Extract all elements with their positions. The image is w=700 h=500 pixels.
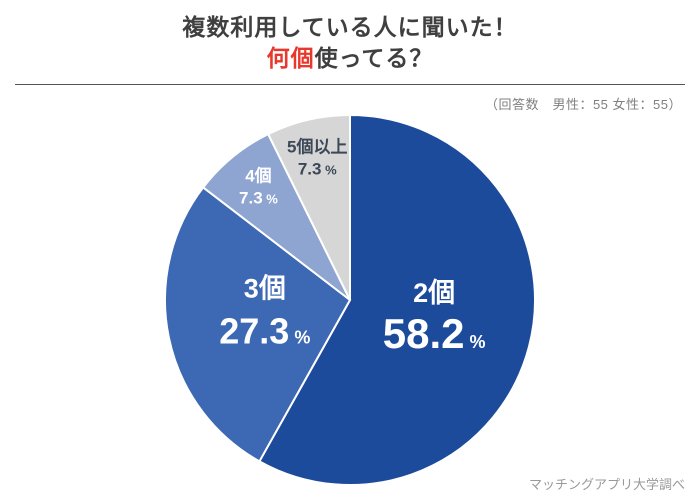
pie-slice-1 <box>164 185 352 463</box>
respondents-note: （回答数 男性：55 女性：55） <box>484 97 682 112</box>
pie-slice-label-1: 3個 27.3 % <box>219 273 310 351</box>
title-line2: 何個使ってる？ <box>0 43 700 74</box>
pie-slice-label-2: 4個 7.3 % <box>239 165 278 207</box>
divider-line <box>15 84 685 85</box>
pie-slice-3 <box>266 113 351 301</box>
title-line2-rest: 使ってる？ <box>314 45 434 71</box>
pie-slice-label-3: 5個以上 7.3 % <box>287 136 347 178</box>
title-line1: 複数利用している人に聞いた！ <box>182 14 518 40</box>
pie-slice-0 <box>258 113 536 486</box>
pie-slice-label-0: 2個 58.2 % <box>383 278 486 357</box>
chart-title: 複数利用している人に聞いた！ 何個使ってる？ <box>0 12 700 74</box>
pie-chart: 2個 58.2 % 3個 27.3 % 4個 7.3 %5個以上 7.3 % <box>164 113 536 486</box>
title-line2-highlight: 何個 <box>266 45 315 71</box>
source-credit: マッチングアプリ大学調べ <box>528 477 685 492</box>
